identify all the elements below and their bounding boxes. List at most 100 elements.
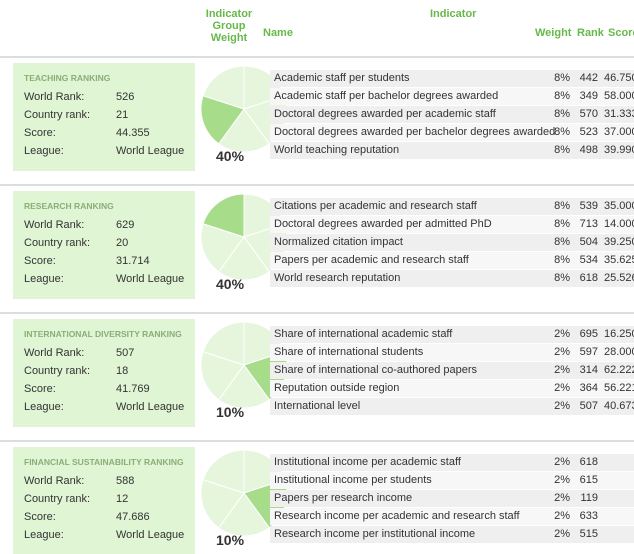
row-label: Score: <box>24 127 56 139</box>
indicator-weight: 2% <box>554 528 570 540</box>
group-title: FINANCIAL SUSTAINABILITY RANKING <box>24 457 184 467</box>
indicator-score: 62.222 <box>604 364 634 376</box>
pie-slice <box>218 236 270 281</box>
row-value: 44.355 <box>116 127 150 139</box>
indicator-name: Research income per institutional income <box>274 528 476 540</box>
row-value: World League <box>116 529 185 541</box>
indicator-name: Institutional income per academic staff <box>274 456 461 468</box>
group-weight-header: Indicator Group Weight <box>205 8 253 44</box>
pie-slice <box>200 479 245 529</box>
indicator-score: 39.250 <box>604 236 634 248</box>
indicator-row <box>270 106 634 123</box>
indicator-weight: 8% <box>554 200 570 212</box>
pie-slice <box>218 108 270 153</box>
row-value: 629 <box>116 219 135 231</box>
group-title: TEACHING RANKING <box>24 73 111 83</box>
indicator-name: Research income per academic and researc… <box>274 510 520 522</box>
pie-slice <box>200 95 245 145</box>
row-value: 526 <box>116 91 135 103</box>
indicator-row <box>270 454 634 471</box>
indicator-rank: 695 <box>579 328 598 340</box>
group-title: RESEARCH RANKING <box>24 201 114 211</box>
indicator-rank: 713 <box>579 218 598 230</box>
indicator-weight: 8% <box>554 272 570 284</box>
name-header: Name <box>263 27 293 39</box>
indicator-score: - <box>604 528 634 540</box>
row-value: 20 <box>116 237 129 249</box>
indicator-rank: 507 <box>579 400 598 412</box>
indicator-header: Indicator <box>430 8 477 20</box>
indicator-name: Share of international academic staff <box>274 328 453 340</box>
indicator-row <box>270 490 634 507</box>
indicator-name: Normalized citation impact <box>274 236 403 248</box>
row-value: World League <box>116 401 185 413</box>
indicator-score: 35.625 <box>604 254 634 266</box>
indicator-score: - <box>604 492 634 504</box>
indicator-row <box>270 326 634 343</box>
indicator-name: Citations per academic and research staf… <box>274 200 477 212</box>
pie-slice <box>218 364 270 409</box>
indicator-name: World teaching reputation <box>274 144 400 156</box>
indicator-score: 28.000 <box>604 346 634 358</box>
indicator-score: 25.526 <box>604 272 634 284</box>
pie-slice <box>200 351 245 401</box>
row-label: Country rank: <box>24 493 91 505</box>
pie-slice <box>202 193 245 238</box>
indicator-row <box>270 472 634 489</box>
indicator-weight: 2% <box>554 328 570 340</box>
indicator-weight: 2% <box>554 474 570 486</box>
indicator-rank: 504 <box>579 236 598 248</box>
indicator-score: 56.221 <box>604 382 634 394</box>
indicator-rank: 570 <box>579 108 598 120</box>
indicator-name: Institutional income per students <box>274 474 432 486</box>
indicator-name: Doctoral degrees awarded per admitted Ph… <box>274 218 492 230</box>
group-box <box>13 319 195 427</box>
indicator-rank: 615 <box>579 474 598 486</box>
indicator-row <box>270 270 634 287</box>
indicator-row <box>270 142 634 159</box>
row-value: 47.686 <box>116 511 150 523</box>
indicator-rank: 618 <box>579 456 598 468</box>
pie-slice <box>202 321 245 366</box>
indicator-rank: 364 <box>579 382 598 394</box>
indicator-name: International level <box>274 400 361 412</box>
separator <box>0 56 634 58</box>
row-value: World League <box>116 273 185 285</box>
indicator-score: 58.000 <box>604 90 634 102</box>
indicator-row <box>270 526 634 543</box>
indicator-score: 37.000 <box>604 126 634 138</box>
indicator-score: 31.333 <box>604 108 634 120</box>
rank-header: Rank <box>577 27 604 39</box>
indicator-weight: 2% <box>554 492 570 504</box>
indicator-weight: 2% <box>554 364 570 376</box>
row-label: World Rank: <box>24 91 85 103</box>
indicator-score: 40.673 <box>604 400 634 412</box>
group-weight: 10% <box>216 404 245 420</box>
row-label: Country rank: <box>24 365 91 377</box>
indicator-weight: 2% <box>554 510 570 522</box>
indicator-name: Share of international co-authored paper… <box>274 364 478 376</box>
group-box <box>13 447 195 554</box>
indicator-row <box>270 124 634 141</box>
indicator-row <box>270 88 634 105</box>
indicator-weight: 8% <box>554 108 570 120</box>
group-box <box>13 63 195 171</box>
indicator-row <box>270 380 634 397</box>
indicator-row <box>270 70 634 87</box>
row-label: League: <box>24 273 64 285</box>
indicator-row <box>270 252 634 269</box>
indicator-name: Share of international students <box>274 346 424 358</box>
pie-slice <box>200 223 245 273</box>
indicator-rank: 314 <box>579 364 598 376</box>
indicator-score: 39.990 <box>604 144 634 156</box>
indicator-name: Academic staff per bachelor degrees awar… <box>274 90 499 102</box>
indicator-name: Papers per research income <box>274 492 413 504</box>
indicator-weight: 8% <box>554 254 570 266</box>
indicator-rank: 515 <box>579 528 598 540</box>
indicator-weight: 8% <box>554 90 570 102</box>
indicator-weight: 8% <box>554 72 570 84</box>
row-value: 31.714 <box>116 255 150 267</box>
row-label: World Rank: <box>24 475 85 487</box>
indicator-row <box>270 198 634 215</box>
